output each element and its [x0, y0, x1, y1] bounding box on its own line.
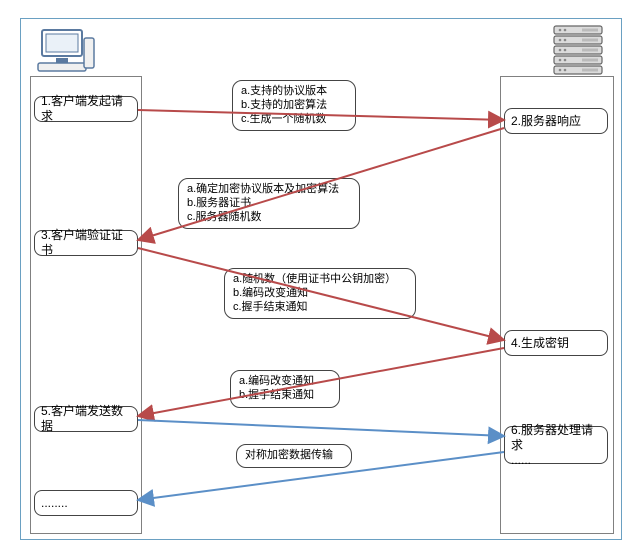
diagram-canvas: 1.客户端发起请求 2.服务器响应 3.客户端验证证书 4.生成密钥 5.客户端… [0, 0, 640, 551]
client-lifeline [30, 76, 142, 534]
message-5: 对称加密数据传输 [236, 444, 352, 468]
message-2: a.确定加密协议版本及加密算法b.服务器证书c.服务器随机数 [178, 178, 360, 229]
step-6-server-handle: 6.服务器处理请求 ...... [504, 426, 608, 464]
server-rack-icon [548, 22, 608, 76]
step-3-client-verify: 3.客户端验证证书 [34, 230, 138, 256]
step-5-client-send: 5.客户端发送数据 [34, 406, 138, 432]
message-1: a.支持的协议版本b.支持的加密算法c.生成一个随机数 [232, 80, 356, 131]
message-4: a.编码改变通知b.握手结束通知 [230, 370, 340, 408]
step-2-server-response: 2.服务器响应 [504, 108, 608, 134]
step-7-ellipsis: ........ [34, 490, 138, 516]
message-3: a.随机数（使用证书中公钥加密）b.编码改变通知c.握手结束通知 [224, 268, 416, 319]
client-computer-icon [36, 28, 96, 72]
step-1-client-request: 1.客户端发起请求 [34, 96, 138, 122]
step-4-generate-key: 4.生成密钥 [504, 330, 608, 356]
